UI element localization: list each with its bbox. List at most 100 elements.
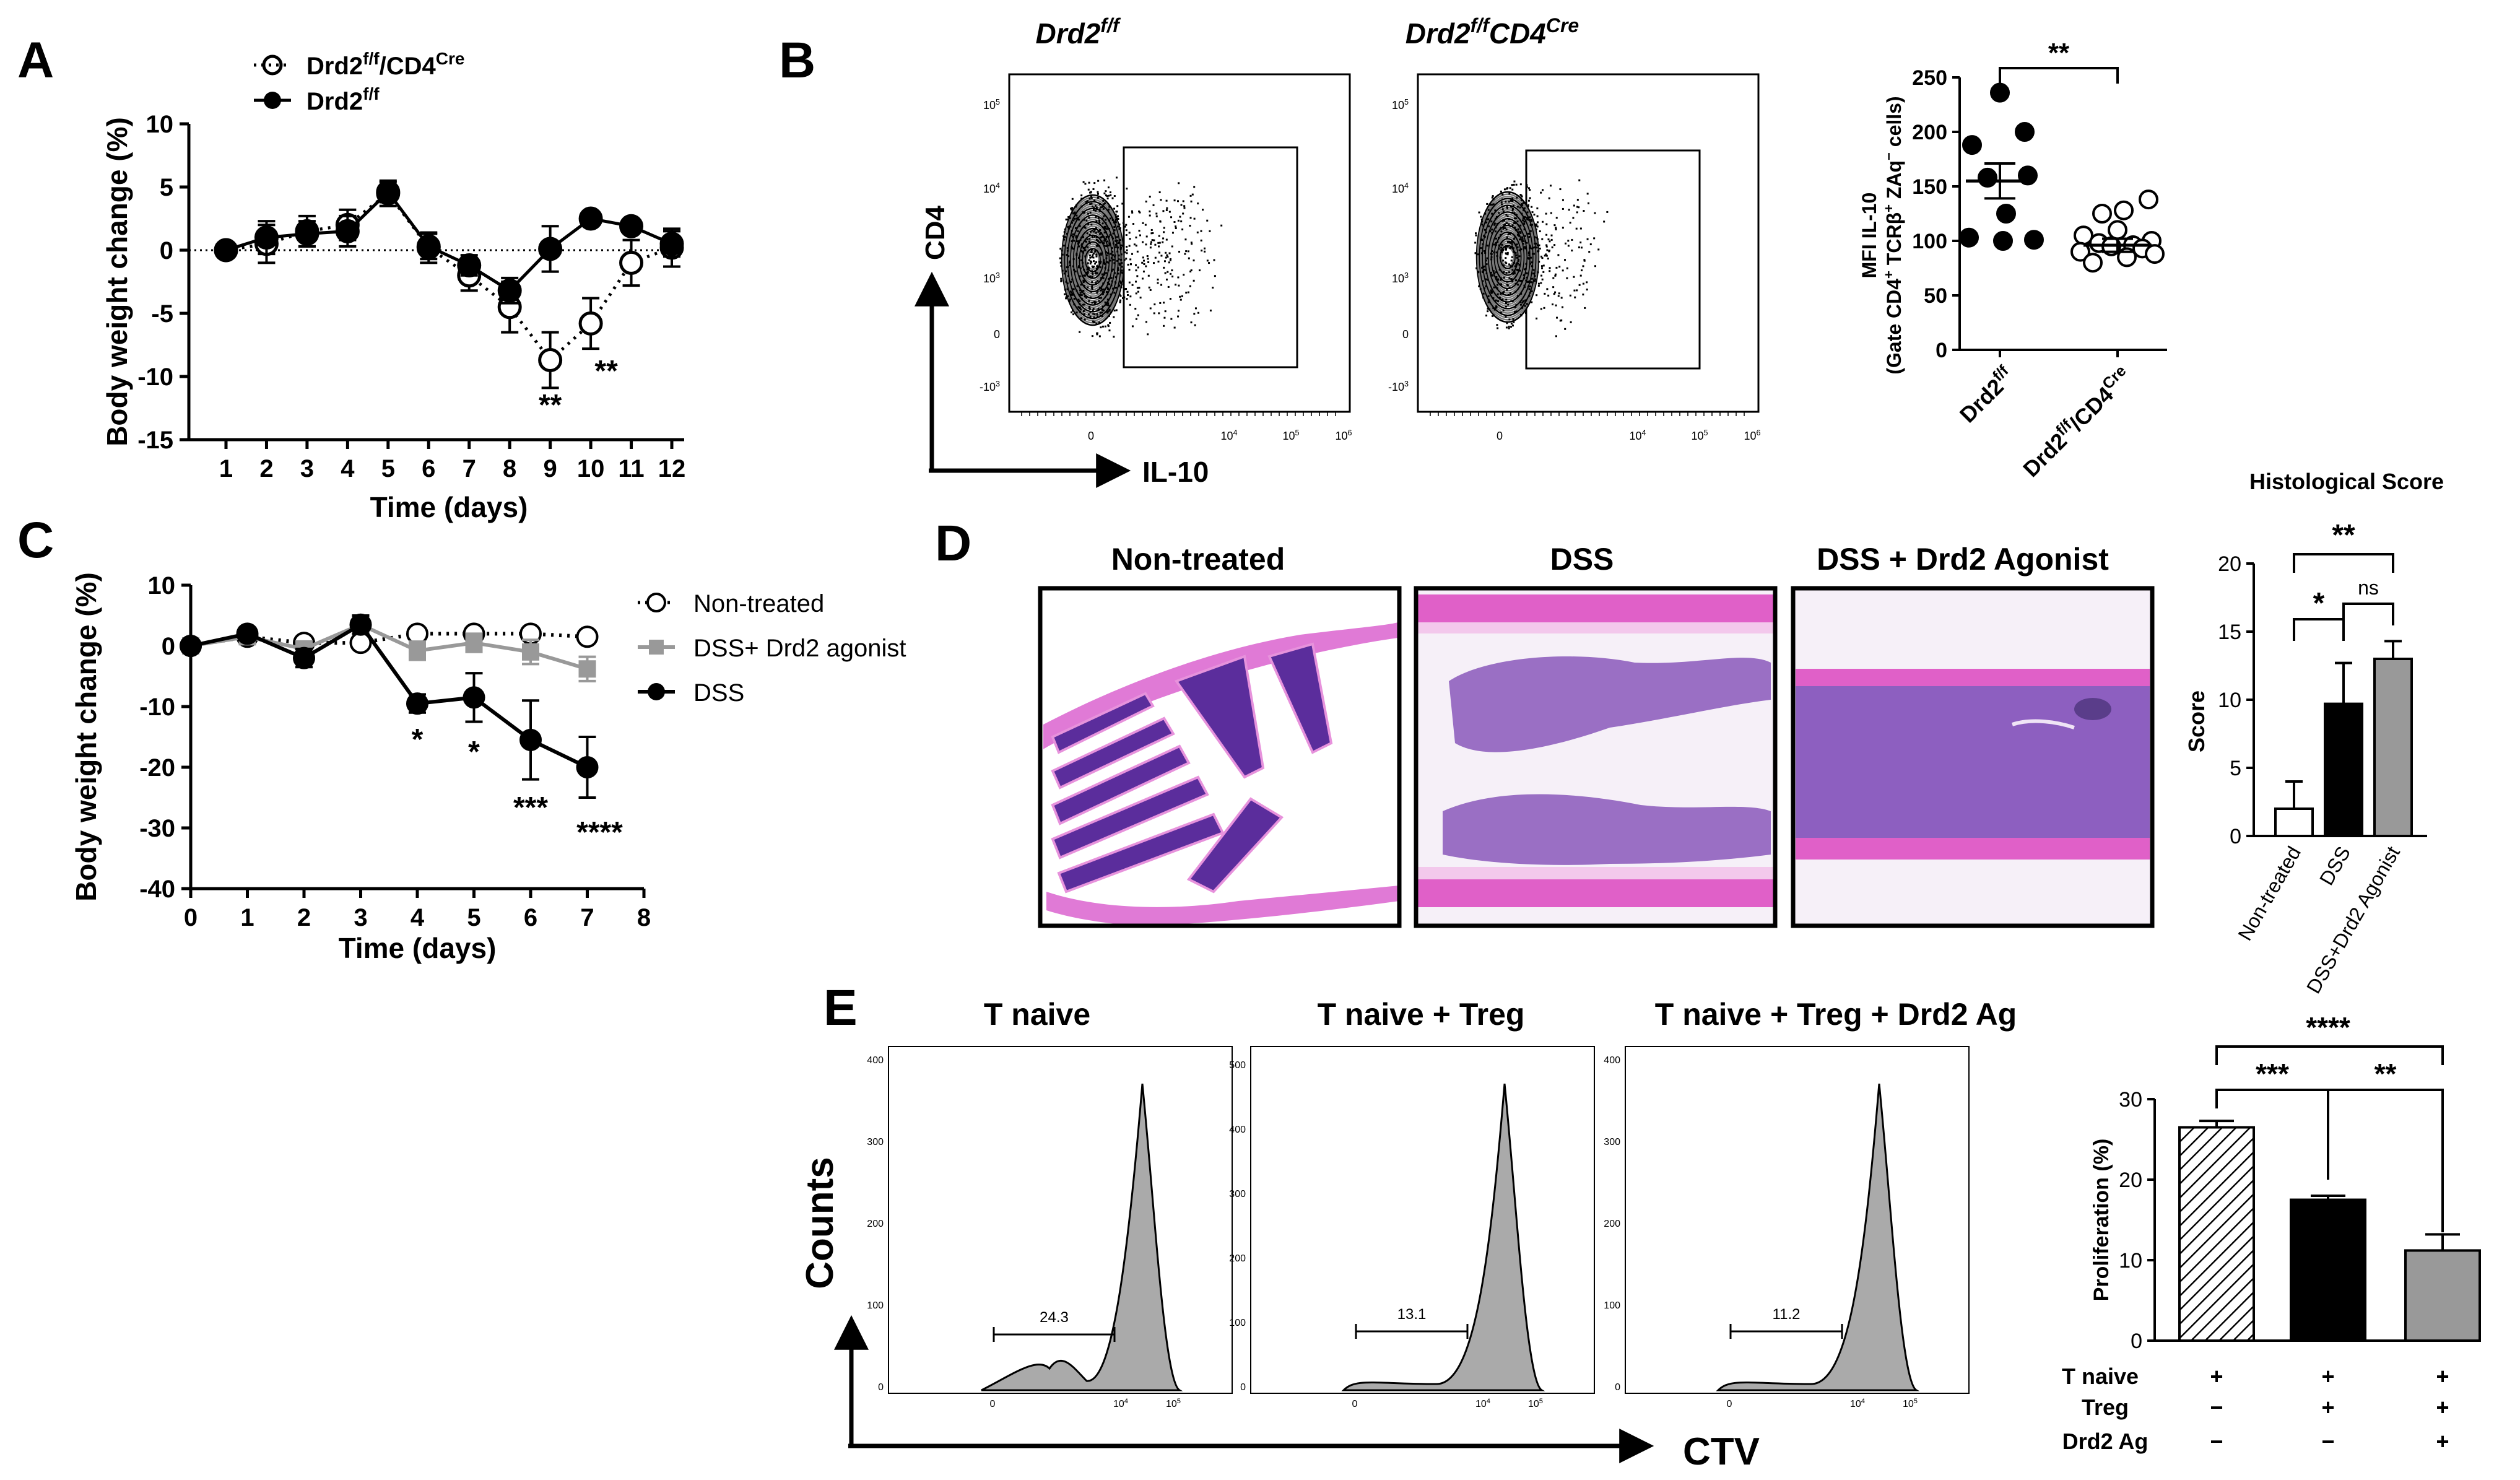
cell-event (1537, 250, 1539, 253)
cell-event (1097, 266, 1099, 268)
cell-event (1481, 224, 1484, 226)
cell-event (1542, 271, 1545, 273)
cell-event (1115, 176, 1118, 179)
cell-event (1477, 271, 1480, 274)
cell-event (1145, 200, 1147, 202)
cell-event (1503, 188, 1506, 191)
data-point (2139, 189, 2158, 210)
cell-event (1070, 281, 1072, 283)
cell-event (1523, 220, 1526, 223)
cell-event (1090, 261, 1093, 263)
cell-event (1098, 208, 1101, 211)
cell-event (1547, 238, 1550, 241)
cell-event (1085, 201, 1087, 203)
cell-event (1069, 217, 1071, 219)
cell-event (1509, 292, 1511, 294)
cell-event (1067, 266, 1069, 268)
cell-event (1557, 295, 1560, 297)
cell-event (1531, 277, 1533, 280)
cell-event (1149, 307, 1152, 310)
cell-event (1066, 232, 1068, 235)
cell-event (1500, 293, 1502, 295)
cell-event (1088, 254, 1091, 256)
cell-event (1513, 261, 1515, 264)
cell-event (1512, 318, 1514, 320)
flow-y-tick-label: 105 (1392, 98, 1409, 111)
data-point (406, 692, 428, 715)
cell-event (1502, 309, 1505, 311)
cell-event (1582, 265, 1584, 268)
flow-y-tick-label: 104 (983, 181, 1000, 195)
cell-event (1191, 193, 1194, 196)
cell-event (1082, 310, 1085, 313)
cell-event (1109, 233, 1111, 236)
hist-x-tick-label: 0 (990, 1399, 996, 1409)
cell-event (1492, 270, 1495, 272)
cell-event (1095, 238, 1098, 241)
cell-event (1535, 228, 1537, 230)
cell-event (1550, 234, 1553, 237)
cell-event (1505, 257, 1507, 259)
cell-event (1492, 274, 1494, 277)
cell-event (1527, 285, 1529, 288)
cell-event (1139, 211, 1141, 214)
density-contour (1082, 243, 1103, 277)
cell-event (1091, 256, 1093, 258)
cell-event (1540, 282, 1542, 284)
hist-y-tick-label: 100 (1604, 1300, 1620, 1311)
cell-event (1499, 233, 1501, 236)
cell-event (1524, 299, 1527, 302)
cell-event (1523, 268, 1526, 271)
cell-event (1109, 321, 1111, 324)
cell-event (1114, 246, 1117, 248)
cell-event (1105, 231, 1108, 233)
cell-event (1482, 225, 1485, 227)
cell-event (1083, 313, 1085, 315)
cell-event (1069, 290, 1072, 293)
cell-event (1474, 252, 1477, 255)
cell-event (1490, 252, 1492, 255)
cell-event (1079, 303, 1081, 305)
cell-event (1120, 253, 1123, 256)
cell-event (1583, 259, 1586, 262)
cell-event (1514, 282, 1517, 285)
cell-event (1096, 333, 1098, 336)
il10-gate-ff[interactable] (1123, 146, 1298, 368)
cell-event (1500, 311, 1502, 314)
cell-event (1534, 278, 1537, 281)
cell-event (1125, 229, 1127, 232)
cell-event (1506, 322, 1508, 324)
il10-gate-cre[interactable] (1525, 149, 1701, 370)
cell-event (1181, 229, 1184, 231)
cell-event (1133, 243, 1136, 246)
cell-event (1484, 268, 1486, 271)
histology-frame-dss (1414, 586, 1778, 928)
cell-event (1063, 272, 1066, 275)
proliferation-bar (2290, 1198, 2366, 1342)
cell-event (1515, 183, 1518, 186)
cell-event (1092, 308, 1095, 310)
cell-event (1135, 281, 1137, 283)
cell-event (1163, 316, 1166, 319)
x-tick-label: 6 (422, 455, 435, 482)
cell-event (1529, 216, 1531, 219)
cell-event (1094, 204, 1097, 207)
cell-event (1182, 200, 1184, 202)
data-point (457, 253, 482, 277)
cell-event (1579, 227, 1582, 230)
cell-event (1105, 272, 1108, 274)
cell-event (1105, 257, 1108, 259)
cell-event (1485, 315, 1488, 317)
cell-event (1103, 236, 1105, 238)
hist-x-tick-label: 105 (1166, 1398, 1181, 1409)
hist-y-tick-label: 400 (867, 1055, 884, 1066)
cell-event (1481, 252, 1484, 255)
cell-event (1493, 243, 1495, 246)
cell-event (1545, 253, 1547, 256)
significance-label: ** (594, 355, 618, 388)
cell-event (1554, 273, 1557, 276)
hist-title-tnaive: T naive (984, 997, 1090, 1032)
cell-event (1529, 285, 1531, 288)
